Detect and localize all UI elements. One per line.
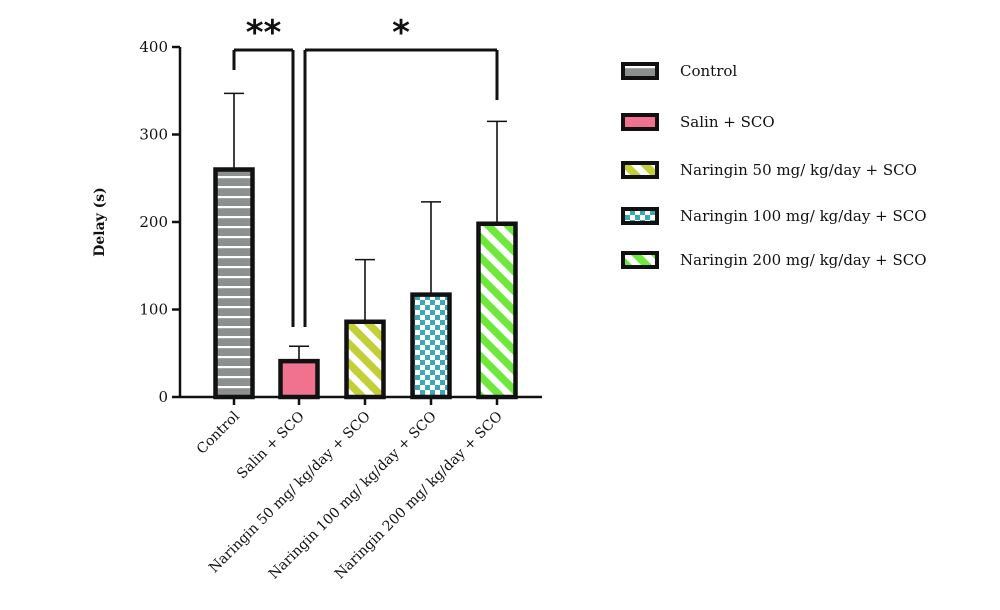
bar-naringin-100 [410, 292, 452, 400]
legend-label-control: Control [680, 62, 737, 80]
bar-salin-sco [278, 358, 320, 400]
y-axis-label: Delay (s) [92, 187, 108, 257]
legend-swatch-naringin-200 [621, 251, 659, 269]
y-tick-label-400: 400 [139, 38, 168, 56]
y-tick-label-100: 100 [139, 301, 168, 319]
legend-swatch-salin-sco [621, 113, 659, 131]
legend-swatch-naringin-50 [621, 161, 659, 179]
x-label-salin-sco: Salin + SCO [234, 409, 308, 483]
legend-label-salin-sco: Salin + SCO [680, 113, 775, 131]
error-bars [224, 92, 507, 362]
legend-label-naringin-200: Naringin 200 mg/ kg/day + SCO [680, 251, 927, 269]
legend-swatch-control [621, 62, 659, 80]
sig-label-1: ** [246, 13, 282, 53]
legend: Control Salin + SCO Naringin 50 mg/ kg/day… [621, 62, 927, 269]
bars [213, 167, 518, 400]
bar-control [213, 167, 255, 400]
legend-swatch-naringin-100 [621, 207, 659, 225]
x-label-control: Control [194, 408, 243, 457]
bar-naringin-50 [344, 319, 386, 400]
y-tick-label-200: 200 [139, 213, 168, 231]
y-tick-label-0: 0 [158, 388, 168, 406]
sig-label-2: * [392, 13, 410, 53]
significance-brackets: ** * [232, 13, 499, 327]
bar-naringin-200 [476, 221, 518, 400]
y-tick-label-300: 300 [139, 126, 168, 144]
legend-label-naringin-100: Naringin 100 mg/ kg/day + SCO [680, 207, 927, 225]
legend-label-naringin-50: Naringin 50 mg/ kg/day + SCO [680, 161, 917, 179]
